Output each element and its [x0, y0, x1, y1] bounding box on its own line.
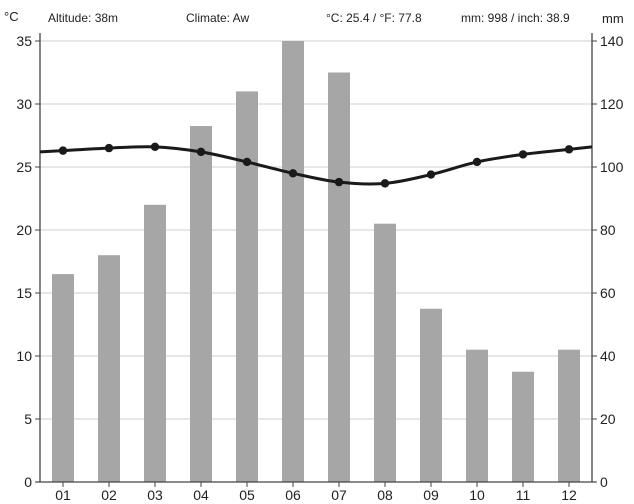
temperature-point: [472, 157, 482, 167]
right-tick-label: 60: [600, 285, 616, 301]
temperature-point: [564, 145, 574, 154]
temperature-point: [334, 177, 344, 187]
x-tick-label: 05: [239, 487, 255, 503]
precipitation-bar: [190, 126, 212, 483]
right-tick-label: 40: [600, 348, 616, 364]
x-tick-label: 02: [101, 487, 117, 503]
right-tick-label: 100: [600, 159, 624, 175]
temperature-point: [58, 146, 68, 155]
temperature-point: [150, 142, 160, 152]
x-tick-label: 09: [423, 487, 439, 503]
temperature-point: [426, 170, 436, 179]
temperature-line: [39, 145, 593, 186]
precipitation-bar: [420, 308, 442, 482]
right-tick-label: 0: [600, 474, 608, 490]
precipitation-bar: [328, 72, 350, 482]
x-tick-label: 12: [561, 487, 577, 503]
temperature-point: [104, 143, 114, 153]
precipitation-bar: [144, 204, 166, 483]
left-tick-label: 0: [24, 474, 32, 490]
x-tick-label: 10: [469, 487, 485, 503]
left-tick-label: 25: [16, 159, 32, 175]
right-axis-unit: mm: [602, 11, 624, 26]
left-tick-label: 5: [24, 411, 32, 427]
x-tick-label: 11: [516, 487, 531, 503]
left-tick-label: 15: [16, 285, 32, 301]
left-tick-label: 30: [16, 96, 32, 112]
x-tick-label: 04: [193, 487, 209, 503]
right-tick-label: 80: [600, 222, 616, 238]
right-tick-label: 20: [600, 411, 616, 427]
right-tick-label: 140: [600, 33, 624, 49]
precipitation-bar: [512, 371, 534, 482]
precipitation-bar: [236, 91, 258, 483]
temperature-point: [242, 157, 252, 167]
temperature-point: [196, 147, 206, 157]
right-tick-label: 120: [600, 96, 624, 112]
precipitation-bar: [98, 255, 120, 482]
precipitation-bar: [52, 274, 74, 482]
left-tick-label: 35: [16, 33, 32, 49]
x-tick-label: 06: [285, 487, 301, 503]
left-tick-label: 20: [16, 222, 32, 238]
x-tick-label: 01: [55, 487, 71, 503]
temperature-point: [518, 150, 528, 159]
left-axis-unit: °C: [4, 9, 19, 24]
temperature-summary: °C: 25.4 / °F: 77.8: [326, 11, 422, 25]
precipitation-bar: [374, 223, 396, 482]
x-tick-label: 07: [331, 487, 347, 503]
temperature-point: [288, 169, 298, 178]
temperature-point: [380, 179, 390, 188]
precipitation-bar: [558, 349, 580, 482]
x-tick-label: 03: [147, 487, 163, 503]
altitude-label: Altitude: 38m: [48, 11, 119, 25]
precipitation-bar: [282, 41, 304, 482]
left-tick-label: 10: [16, 348, 32, 364]
precipitation-bar: [466, 349, 488, 482]
x-tick-label: 08: [377, 487, 393, 503]
precipitation-summary: mm: 998 / inch: 38.9: [461, 11, 570, 25]
climate-label: Climate: Aw: [186, 11, 250, 25]
